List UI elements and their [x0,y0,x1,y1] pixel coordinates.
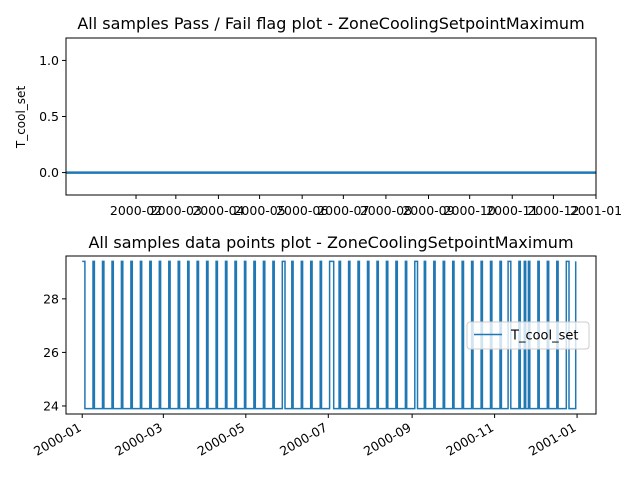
top-x-tick-label: 2000-08 [360,203,412,218]
top-x-tick-label: 2000-07 [317,203,369,218]
top-x-tick-label: 2000-10 [444,203,496,218]
top-y-tick-label: 1.0 [39,53,59,68]
top-x-tick-label: 2000-04 [192,203,244,218]
top-x-tick-label: 2000-12 [527,203,579,218]
legend: T_cool_set [466,321,590,350]
legend-box [466,321,590,350]
top-panel: All samples Pass / Fail flag plot - Zone… [14,14,622,218]
bottom-y-ticks: 24 26 28 [43,291,66,413]
top-y-axis-label: T_cool_set [14,86,28,150]
top-plot-frame [65,37,597,196]
top-x-tick-label: 2000-09 [402,203,454,218]
top-x-tick-label: 2000-02 [110,203,162,218]
bottom-y-tick-label: 28 [43,291,59,306]
top-y-tick-label: 0.0 [39,165,59,180]
legend-label: T_cool_set [510,329,578,344]
bottom-y-tick-label: 26 [43,345,59,360]
top-x-tick-label: 2000-06 [276,203,328,218]
top-x-tick-label: 2000-05 [233,203,285,218]
top-x-tick-label: 2000-11 [486,203,538,218]
bottom-series-line [82,260,577,410]
top-chart-title: All samples Pass / Fail flag plot - Zone… [77,14,584,33]
bottom-plot-frame [65,255,597,415]
bottom-chart-title: All samples data points plot - ZoneCooli… [88,233,573,252]
top-y-tick-label: 0.5 [39,109,59,124]
top-y-ticks: 0.0 0.5 1.0 [39,53,66,180]
top-x-ticks: 2000-022000-032000-042000-052000-062000-… [110,195,622,218]
top-x-tick-label: 2001-01 [570,203,622,218]
bottom-series [82,260,577,410]
top-x-tick-label: 2000-03 [150,203,202,218]
bottom-y-tick-label: 24 [43,398,59,413]
